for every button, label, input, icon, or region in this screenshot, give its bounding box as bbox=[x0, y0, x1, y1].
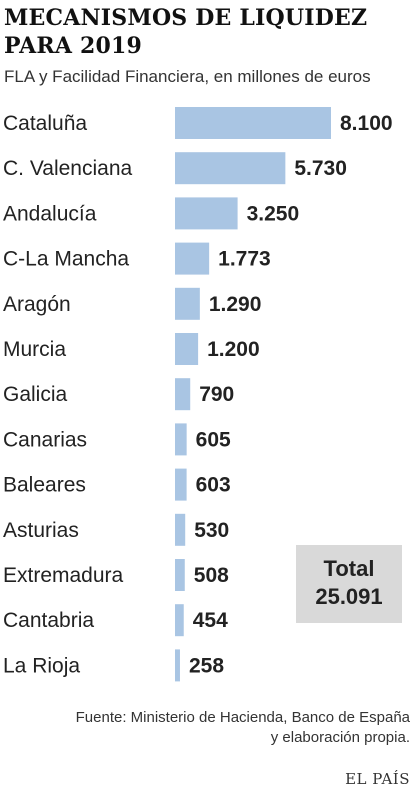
category-label: Extremadura bbox=[3, 564, 124, 587]
category-label: Andalucía bbox=[3, 202, 97, 225]
value-label: 508 bbox=[194, 564, 229, 587]
category-label: Murcia bbox=[3, 338, 66, 361]
bar bbox=[175, 604, 184, 637]
bar bbox=[175, 559, 185, 591]
value-label: 454 bbox=[193, 609, 228, 632]
category-label: C-La Mancha bbox=[3, 248, 129, 271]
source-note: Fuente: Ministerio de Hacienda, Banco de… bbox=[30, 708, 410, 748]
bar bbox=[175, 242, 210, 275]
chart-subtitle: FLA y Facilidad Financiera, en millones … bbox=[4, 67, 371, 86]
total-label: Total bbox=[323, 556, 375, 581]
category-label: C. Valenciana bbox=[3, 157, 133, 180]
category-label: Baleares bbox=[3, 474, 86, 497]
bar bbox=[175, 197, 238, 230]
category-label: Canarias bbox=[3, 428, 87, 451]
bar bbox=[175, 287, 200, 320]
value-label: 790 bbox=[199, 383, 234, 406]
value-label: 5.730 bbox=[294, 157, 347, 180]
category-label: Cantabria bbox=[3, 609, 94, 632]
bar bbox=[175, 152, 286, 185]
bar bbox=[175, 513, 186, 546]
category-label: Cataluña bbox=[3, 112, 87, 135]
bar bbox=[175, 468, 187, 501]
bar bbox=[175, 378, 191, 411]
value-label: 530 bbox=[194, 519, 229, 542]
category-label: La Rioja bbox=[3, 654, 80, 677]
bar-chart: Cataluña 8.100 C. Valenciana 5.730 Andalucía… bbox=[3, 107, 393, 682]
bar bbox=[175, 649, 180, 682]
source-line-2: y elaboración propia. bbox=[270, 729, 410, 746]
value-label: 3.250 bbox=[247, 202, 300, 225]
value-label: 1.200 bbox=[207, 338, 260, 361]
brand-logo-text: EL PAÍS bbox=[345, 770, 410, 788]
value-label: 1.290 bbox=[209, 293, 262, 316]
source-line-1: Fuente: Ministerio de Hacienda, Banco de… bbox=[75, 709, 410, 726]
bar bbox=[175, 333, 199, 365]
bar bbox=[175, 107, 331, 139]
category-label: Asturias bbox=[3, 519, 79, 542]
total-value: 25.091 bbox=[315, 584, 383, 609]
category-label: Aragón bbox=[3, 293, 71, 316]
total-box: Total 25.091 bbox=[296, 545, 402, 623]
value-label: 1.773 bbox=[218, 248, 271, 271]
value-label: 605 bbox=[196, 428, 231, 451]
value-label: 258 bbox=[189, 654, 224, 677]
chart-title: MECANISMOS DE LIQUIDEZ PARA 2019 bbox=[4, 5, 368, 59]
bar bbox=[175, 423, 187, 456]
value-label: 603 bbox=[196, 474, 231, 497]
category-label: Galicia bbox=[3, 383, 68, 406]
value-label: 8.100 bbox=[340, 112, 393, 135]
